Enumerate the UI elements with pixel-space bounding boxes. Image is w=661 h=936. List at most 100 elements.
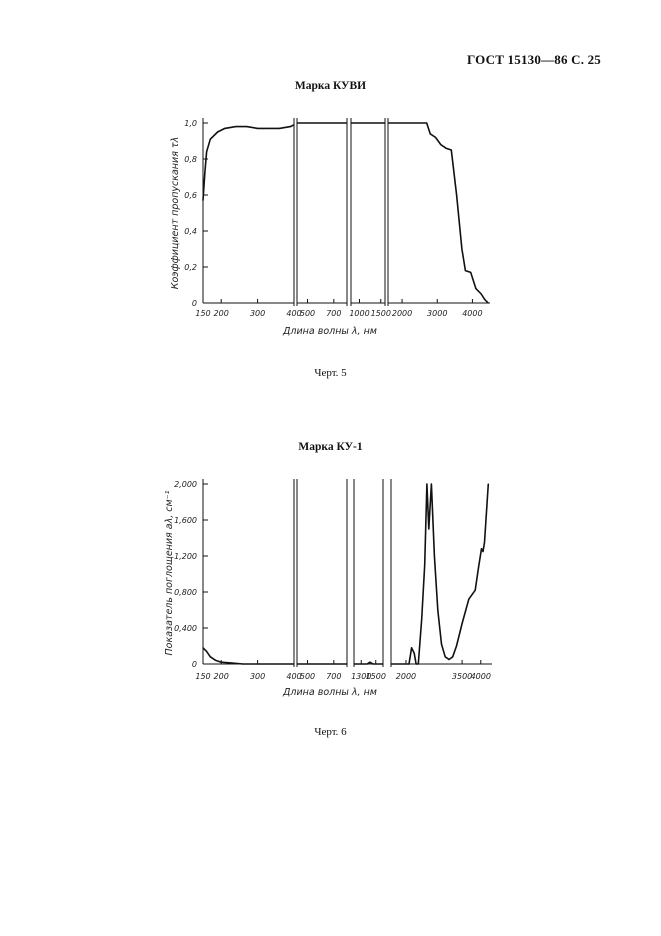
data-point: [209, 138, 211, 140]
data-point: [483, 541, 486, 544]
data-point: [480, 548, 483, 550]
data-point: [257, 663, 259, 665]
y-tick-label: 1,0: [184, 119, 197, 128]
data-point: [434, 136, 437, 138]
y-tick-label: 0: [192, 660, 197, 669]
data-point: [433, 555, 435, 557]
data-point: [411, 647, 413, 649]
x-tick-label: 200: [214, 672, 229, 681]
data-point: [257, 127, 259, 129]
x-tick-label: 2000: [392, 309, 412, 318]
data-point: [437, 609, 439, 611]
x-tick-label: 4000: [471, 672, 491, 681]
data-point: [448, 658, 450, 661]
data-point: [480, 293, 482, 295]
x-tick-label: 150: [195, 309, 210, 318]
page-header: ГОСТ 15130—86 С. 25: [467, 52, 601, 67]
data-point: [296, 663, 298, 665]
data-point: [484, 298, 486, 300]
data-point: [475, 288, 477, 290]
y-tick-label: 0,400: [174, 624, 197, 633]
data-point: [417, 663, 419, 665]
data-point: [296, 122, 298, 124]
data-point: [217, 131, 219, 133]
absorption-chart: 0 0,400 0,800 1,200 1,600 2,000 150 200 300 40050…: [164, 479, 492, 698]
data-point: [202, 199, 204, 201]
data-point: [482, 550, 484, 553]
data-point: [445, 147, 447, 149]
data-point: [204, 172, 206, 174]
data-point: [289, 126, 291, 128]
data-point: [413, 652, 415, 654]
x-tick-label: 500: [300, 672, 315, 681]
data-point: [487, 302, 489, 304]
data-point: [474, 589, 476, 591]
chart-title-kuvi: Марка КУВИ: [294, 80, 367, 92]
data-point: [487, 483, 489, 485]
data-point: [430, 483, 432, 485]
y-tick-label: 0,6: [184, 191, 197, 200]
data-point: [450, 149, 452, 151]
x-tick-label: 1500: [371, 309, 391, 318]
x-tick-label: 3000: [427, 309, 447, 318]
data-point: [278, 127, 280, 129]
data-point: [382, 663, 384, 665]
data-point: [366, 663, 368, 665]
data-point: [220, 661, 222, 663]
data-point: [267, 127, 270, 129]
x-axis-title: Длина волны λ, нм: [282, 326, 377, 337]
data-curve: [354, 661, 383, 665]
data-point: [456, 194, 458, 196]
data-point: [444, 656, 446, 658]
data-point: [202, 647, 204, 649]
x-axis-title: Длина волны λ, нм: [282, 687, 377, 698]
data-point: [384, 122, 386, 124]
data-curve: [391, 483, 490, 665]
x-tick-label: 400: [286, 672, 301, 681]
x-tick-label: 500: [300, 309, 315, 318]
data-point: [440, 144, 442, 146]
y-tick-label: 1,200: [174, 552, 197, 561]
data-point: [350, 122, 352, 124]
data-point: [428, 528, 430, 530]
data-point: [468, 598, 470, 600]
data-point: [369, 661, 371, 663]
x-tick-label: 700: [326, 672, 341, 681]
data-point: [224, 127, 226, 129]
data-point: [235, 126, 237, 128]
data-point: [390, 663, 392, 665]
data-point: [209, 656, 211, 658]
x-tick-label: 1000: [349, 309, 369, 318]
data-point: [424, 564, 426, 566]
caption-chart-5: Черт. 5: [314, 367, 347, 379]
data-point: [461, 248, 463, 250]
y-tick-label: 1,600: [174, 516, 197, 525]
data-point: [415, 663, 417, 665]
data-point: [346, 663, 348, 665]
data-point: [421, 618, 423, 620]
data-point: [452, 656, 454, 658]
data-point: [346, 122, 348, 124]
data-point: [293, 663, 295, 665]
data-point: [429, 133, 431, 135]
data-point: [426, 122, 428, 124]
data-point: [455, 645, 458, 647]
x-tick-label: 1500: [366, 672, 386, 681]
data-point: [461, 622, 463, 625]
y-axis-title: Коэффициент пропускания τλ: [170, 137, 181, 290]
data-point: [470, 271, 472, 273]
y-tick-label: 0,4: [184, 227, 197, 236]
data-point: [478, 564, 480, 566]
y-tick-label: 0,800: [174, 588, 197, 597]
data-point: [215, 659, 217, 662]
x-tick-label: 4000: [462, 309, 482, 318]
y-axis-title: Показатель поглощения aλ, см⁻¹: [164, 490, 175, 655]
x-tick-label: 300: [250, 672, 265, 681]
data-curve: [202, 647, 294, 665]
x-tick-label: 1300: [351, 672, 371, 681]
x-tick-label: 300: [250, 309, 265, 318]
data-point: [372, 663, 374, 665]
data-point: [206, 650, 208, 653]
y-tick-label: 0,2: [184, 263, 197, 272]
